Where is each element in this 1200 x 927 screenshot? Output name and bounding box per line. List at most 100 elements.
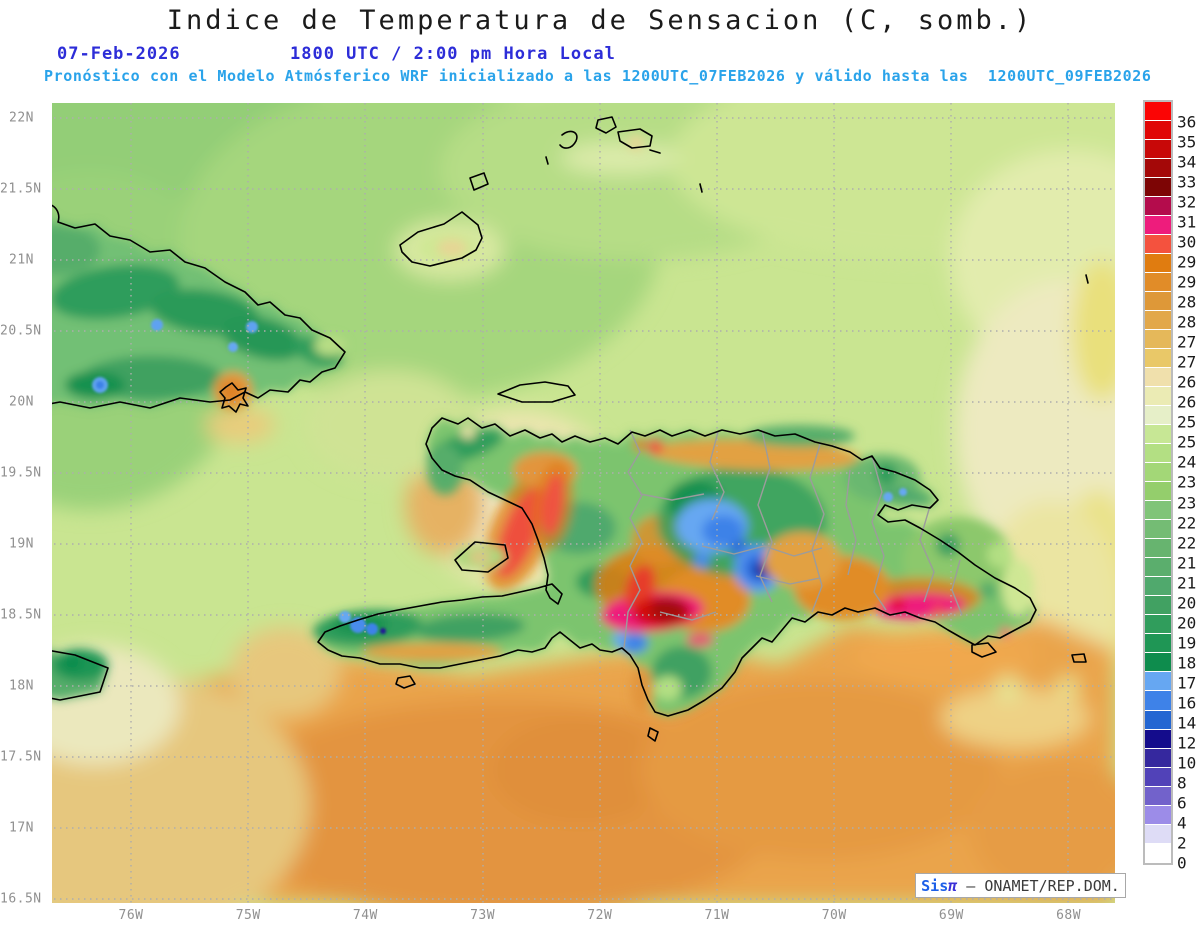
land-shading	[52, 135, 1036, 716]
colorbar-value-label: 2	[1177, 833, 1187, 853]
colorbar-value-label: 30.7	[1177, 232, 1200, 252]
colorbar-swatch	[1145, 691, 1171, 711]
colorbar-value-label: 33	[1177, 172, 1197, 192]
colorbar-value-label: 10	[1177, 753, 1197, 773]
colorbar-value-label: 23	[1177, 493, 1197, 512]
colorbar-value-label: 29.7	[1177, 252, 1200, 272]
colorbar-swatch	[1145, 463, 1171, 483]
colorbar-value-label: 27	[1177, 352, 1197, 372]
colorbar-swatch	[1145, 292, 1171, 312]
colorbar-swatch	[1145, 197, 1171, 217]
colorbar-swatch	[1145, 444, 1171, 464]
x-tick-label: 70W	[821, 908, 847, 923]
onamet-org: — ONAMET/REP.DOM.	[957, 876, 1120, 895]
colorbar-value-label: 26	[1177, 392, 1197, 412]
colorbar-swatch	[1145, 216, 1171, 236]
colorbar-swatch	[1145, 273, 1171, 293]
y-tick-label: 19N	[9, 536, 34, 552]
sispi-watermark: Sis π — ONAMET/REP.DOM.	[915, 873, 1126, 898]
colorbar-swatch	[1145, 102, 1171, 122]
shaded-temperature-field	[52, 103, 1115, 903]
colorbar-value-label: 28.5	[1177, 292, 1200, 312]
forecast-date: 07-Feb-2026	[57, 44, 181, 64]
colorbar-value-label: 21.5	[1177, 553, 1200, 573]
colorbar-value-label: 19	[1177, 633, 1197, 653]
colorbar-value-label: 18	[1177, 653, 1197, 673]
colorbar-swatch	[1145, 729, 1171, 749]
colorbar-swatch	[1145, 121, 1171, 141]
colorbar-value-label: 4	[1177, 813, 1187, 833]
colorbar-swatch	[1145, 539, 1171, 559]
colorbar-value-label: 32	[1177, 192, 1197, 212]
colorbar-value-label: 16	[1177, 693, 1197, 713]
colorbar-value-label: 20	[1177, 613, 1197, 633]
colorbar-swatch	[1145, 140, 1171, 160]
colorbar-value-label: 35	[1177, 132, 1197, 152]
colorbar-swatch	[1145, 159, 1171, 179]
y-tick-label: 20N	[9, 394, 34, 410]
colorbar-value-label: 12	[1177, 733, 1197, 753]
x-tick-label: 73W	[470, 908, 496, 923]
y-tick-label: 22N	[9, 110, 34, 126]
colorbar-value-label: 25.5	[1177, 412, 1200, 432]
temperature-colorbar	[1143, 100, 1173, 865]
colorbar-value-label: 29	[1177, 272, 1197, 292]
colorbar-swatch	[1145, 710, 1171, 730]
colorbar-swatch	[1145, 596, 1171, 616]
y-tick-label: 17N	[9, 820, 34, 836]
colorbar-swatch	[1145, 501, 1171, 521]
colorbar-value-label: 8	[1177, 773, 1187, 793]
colorbar-swatch	[1145, 330, 1171, 350]
colorbar-value-label: 28	[1177, 312, 1197, 332]
x-tick-label: 69W	[938, 908, 964, 923]
colorbar-swatch	[1145, 349, 1171, 369]
colorbar-swatch	[1145, 615, 1171, 635]
model-info-line: Pronóstico con el Modelo Atmósferico WRF…	[44, 67, 1152, 85]
colorbar-swatch	[1145, 748, 1171, 768]
y-tick-label: 17.5N	[0, 749, 42, 765]
x-tick-label: 76W	[118, 908, 144, 923]
colorbar-swatch	[1145, 653, 1171, 673]
colorbar-swatch	[1145, 805, 1171, 825]
coastlines	[52, 116, 1089, 742]
x-tick-label: 71W	[704, 908, 730, 923]
colorbar-value-label: 34	[1177, 152, 1197, 172]
colorbar-value-label: 6	[1177, 793, 1187, 813]
x-tick-label: 72W	[587, 908, 613, 923]
y-tick-label: 18.5N	[0, 607, 42, 623]
colorbar-value-label: 27.5	[1177, 332, 1200, 352]
y-tick-label: 20.5N	[0, 323, 42, 339]
colorbar-swatch	[1145, 577, 1171, 597]
colorbar-value-label: 20.5	[1177, 593, 1200, 613]
colorbar-swatch	[1145, 482, 1171, 502]
colorbar-value-label: 22	[1177, 533, 1197, 553]
colorbar-swatch	[1145, 425, 1171, 445]
colorbar-swatch	[1145, 672, 1171, 692]
colorbar-value-label: 17	[1177, 673, 1197, 693]
colorbar-swatch	[1145, 558, 1171, 578]
colorbar-value-label: 31.5	[1177, 212, 1200, 232]
colorbar-swatch	[1145, 387, 1171, 407]
colorbar-value-label: 22.5	[1177, 513, 1200, 533]
colorbar-value-label: 25	[1177, 432, 1197, 452]
colorbar-value-label: 14	[1177, 713, 1197, 733]
colorbar-value-label: 26.5	[1177, 372, 1200, 392]
y-tick-label: 16.5N	[0, 891, 42, 907]
colorbar-swatch	[1145, 767, 1171, 787]
y-tick-label: 19.5N	[0, 465, 42, 481]
colorbar-value-label: 0	[1177, 853, 1187, 873]
colorbar-value-label: 24	[1177, 452, 1197, 472]
colorbar-value-label: 23.5	[1177, 472, 1200, 492]
y-tick-label: 18N	[9, 678, 34, 694]
colorbar-swatch	[1145, 368, 1171, 388]
colorbar-swatch	[1145, 786, 1171, 806]
colorbar-value-label: 21	[1177, 573, 1197, 593]
cold-spot-specks	[92, 319, 907, 635]
colorbar-swatch	[1145, 235, 1171, 255]
colorbar-value-label: 36	[1177, 112, 1197, 132]
x-tick-label: 75W	[235, 908, 261, 923]
y-tick-label: 21N	[9, 252, 34, 268]
colorbar-swatch	[1145, 843, 1171, 863]
